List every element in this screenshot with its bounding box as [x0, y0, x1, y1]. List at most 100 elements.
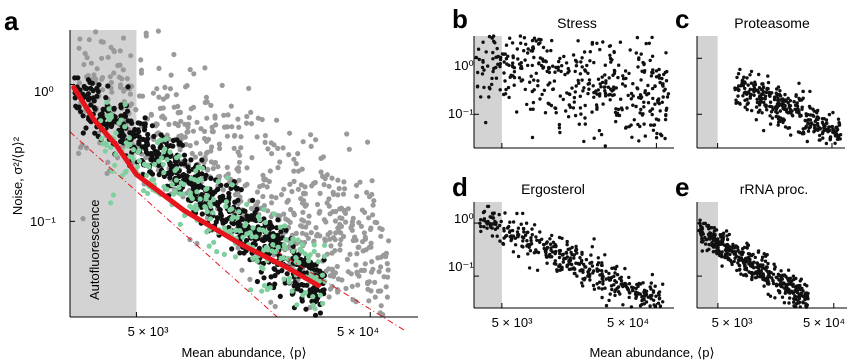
point-green	[203, 186, 209, 192]
point-e	[703, 242, 708, 246]
point-d	[521, 227, 526, 231]
point-d	[601, 282, 605, 286]
point-e	[698, 231, 703, 235]
point-d	[574, 244, 578, 249]
point-e	[741, 247, 745, 251]
point-e	[743, 264, 747, 268]
point-b	[661, 84, 665, 88]
point-b	[631, 82, 635, 86]
point-gray	[243, 120, 250, 126]
point-dark	[136, 140, 142, 147]
point-gray	[272, 303, 278, 310]
point-b	[598, 47, 602, 52]
point-gray	[357, 179, 363, 185]
point-d	[588, 278, 592, 282]
point-gray	[155, 28, 161, 34]
point-e	[755, 261, 759, 265]
point-b	[601, 40, 605, 44]
point-gray	[315, 252, 321, 258]
point-e	[736, 248, 740, 252]
point-b	[578, 106, 583, 110]
point-gray	[281, 211, 287, 217]
point-e	[788, 276, 793, 280]
point-d	[600, 287, 604, 291]
point-dark	[235, 197, 241, 203]
point-gray	[355, 244, 361, 250]
point-b	[592, 90, 596, 95]
point-b	[631, 94, 635, 98]
point-d	[621, 303, 625, 307]
point-b	[597, 94, 602, 98]
point-b	[662, 89, 666, 93]
point-e	[732, 245, 736, 249]
point-d	[649, 297, 653, 301]
point-gray	[362, 261, 368, 267]
point-e	[795, 288, 800, 292]
point-d	[497, 212, 501, 217]
point-e	[755, 271, 760, 276]
point-green	[130, 147, 136, 153]
point-green	[249, 234, 255, 240]
point-gray	[150, 90, 156, 96]
point-b	[648, 109, 652, 114]
point-e	[752, 260, 756, 264]
point-b	[639, 78, 643, 82]
point-d	[604, 277, 608, 281]
point-d	[544, 250, 548, 255]
point-b	[567, 92, 571, 96]
point-b	[491, 69, 495, 74]
point-b	[630, 135, 634, 139]
point-green	[102, 148, 108, 154]
point-d	[570, 252, 574, 257]
point-d	[641, 281, 645, 285]
point-dark	[297, 266, 303, 273]
point-c	[797, 81, 801, 86]
point-c	[746, 83, 750, 87]
point-gray	[217, 173, 223, 179]
point-gray	[235, 245, 241, 251]
point-green	[215, 178, 221, 185]
point-e	[755, 275, 759, 279]
point-b	[619, 106, 624, 110]
point-b	[576, 39, 580, 43]
point-dark	[85, 97, 92, 103]
point-gray	[229, 124, 235, 130]
point-gray	[83, 145, 90, 151]
point-gray	[289, 188, 295, 195]
point-green	[122, 124, 128, 130]
point-b	[523, 87, 527, 92]
point-green	[104, 99, 110, 105]
x-axis-label-right: Mean abundance, ⟨p⟩	[589, 345, 714, 360]
point-e	[793, 294, 797, 298]
point-dark	[185, 164, 191, 170]
point-green	[189, 205, 195, 211]
point-d	[482, 209, 487, 214]
point-b	[578, 72, 583, 76]
point-b	[609, 60, 613, 64]
point-green	[151, 161, 158, 167]
point-green	[98, 118, 104, 124]
point-e	[702, 221, 706, 226]
point-gray	[334, 263, 340, 270]
point-d	[581, 284, 585, 288]
point-gray	[209, 144, 215, 150]
point-c	[801, 127, 805, 131]
point-b	[504, 43, 509, 47]
point-d	[538, 230, 542, 234]
point-gray	[337, 241, 343, 248]
point-d	[652, 298, 656, 302]
point-dark	[282, 280, 288, 286]
point-c	[816, 116, 821, 120]
point-gray	[301, 190, 307, 196]
point-c	[755, 100, 760, 105]
point-gray	[324, 172, 330, 178]
point-green	[271, 211, 277, 217]
point-gray	[219, 82, 225, 88]
point-e	[710, 226, 714, 230]
point-c	[752, 93, 756, 98]
point-gray	[344, 131, 350, 137]
point-d	[657, 297, 662, 301]
point-c	[761, 89, 765, 94]
point-gray	[325, 232, 331, 238]
point-b	[563, 72, 567, 77]
